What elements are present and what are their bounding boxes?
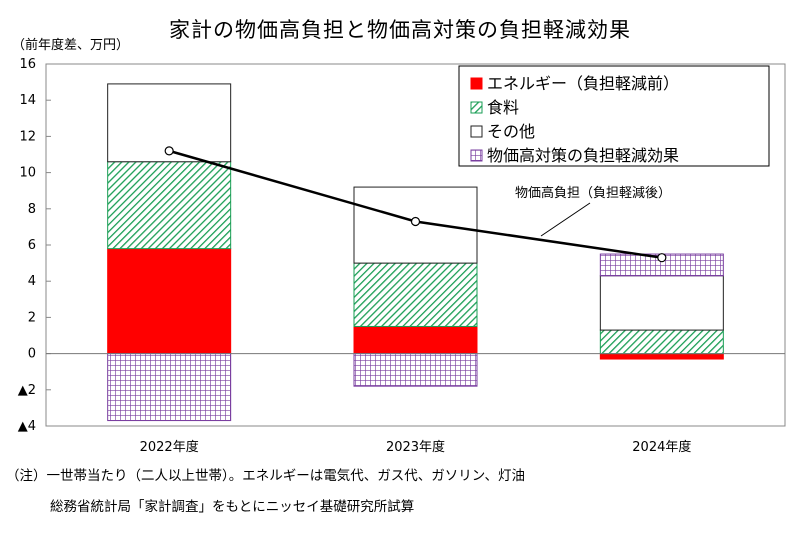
bar-segment <box>353 262 478 327</box>
legend-swatch <box>470 101 483 114</box>
line-point <box>657 253 667 263</box>
legend-label: 食料 <box>487 98 519 117</box>
line-series-group <box>164 146 667 263</box>
y-tick-label: 8 <box>28 202 36 217</box>
legend-swatch <box>470 125 483 138</box>
bar-segment <box>599 329 724 355</box>
legend-box <box>458 65 770 167</box>
stacked-bar-chart: 16 14 12 10 8 6 4 2 0 ▲2 ▲4 2022年度 2023年度 2024年度 エネル… <box>18 57 786 455</box>
line-point <box>164 146 174 156</box>
y-tick-label: 16 <box>19 57 36 72</box>
x-axis: 2022年度 2023年度 2024年度 <box>140 439 692 455</box>
legend-swatch <box>470 77 483 90</box>
y-axis-unit-label: （前年度差、万円） <box>12 38 130 53</box>
legend-swatch <box>470 149 483 162</box>
y-tick-label: 4 <box>28 274 36 289</box>
footnote-note: （注）一世帯当たり（二人以上世帯）。エネルギーは電気代、ガス代、ガソリン、灯油 <box>6 468 525 484</box>
x-tick-label: 2022年度 <box>140 439 199 455</box>
bars-group <box>107 83 724 422</box>
bar-segment <box>599 275 724 331</box>
line-annotation: 物価高負担（負担軽減後） <box>515 185 671 237</box>
line-point <box>410 216 421 227</box>
bar-segment <box>599 353 724 360</box>
footnote-source: 総務省統計局「家計調査」をもとにニッセイ基礎研究所試算 <box>50 499 415 515</box>
y-tick-label: 10 <box>19 166 36 181</box>
bar-segment <box>107 353 232 422</box>
bar-segment <box>107 248 232 355</box>
y-tick-label: 14 <box>19 93 36 108</box>
y-tick-label: 12 <box>19 129 36 144</box>
bar-segment <box>107 161 232 250</box>
y-tick-label: 6 <box>28 238 36 253</box>
legend-label: エネルギー（負担軽減前） <box>487 74 679 93</box>
x-tick-label: 2024年度 <box>632 439 691 455</box>
bar-segment <box>353 353 478 387</box>
y-tick-label: 2 <box>28 310 36 325</box>
line-annotation-label: 物価高負担（負担軽減後） <box>515 185 671 201</box>
legend-label: 物価高対策の負担軽減効果 <box>487 146 679 165</box>
chart-title: 家計の物価高負担と物価高対策の負担軽減効果 <box>169 18 631 42</box>
y-tick-label: ▲2 <box>18 383 36 398</box>
bar-segment <box>353 325 478 355</box>
x-tick-label: 2023年度 <box>386 439 445 455</box>
y-tick-label: ▲4 <box>18 419 36 434</box>
annotation-leader-line <box>540 202 591 237</box>
legend-label: その他 <box>487 122 535 141</box>
y-tick-label: 0 <box>28 347 36 362</box>
